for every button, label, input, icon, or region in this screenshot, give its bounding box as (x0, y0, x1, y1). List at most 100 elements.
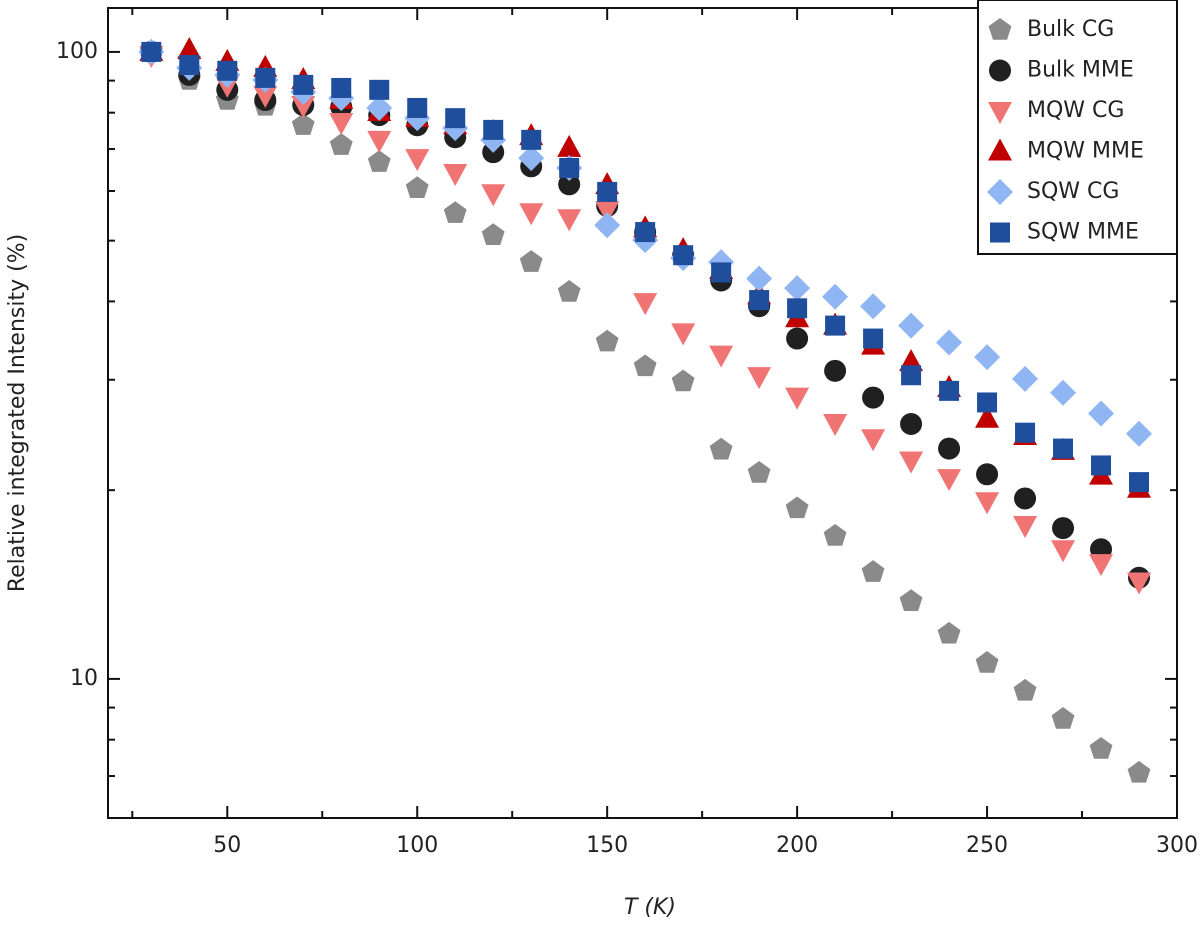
marker (329, 113, 354, 136)
legend-box (977, 0, 1178, 255)
marker (899, 589, 923, 611)
marker (785, 387, 810, 410)
marker (521, 129, 542, 150)
marker (861, 560, 885, 582)
marker (1015, 422, 1036, 443)
marker (519, 250, 543, 272)
legend-label: MQW CG (1027, 98, 1124, 123)
marker (217, 60, 238, 81)
marker (822, 283, 849, 310)
legend-marker (988, 138, 1012, 161)
marker (255, 67, 276, 88)
legend-label: Bulk CG (1027, 17, 1114, 42)
legend-marker (988, 18, 1012, 40)
marker (557, 280, 581, 302)
marker (1052, 517, 1075, 540)
y-axis-label: Relative integrated Intensity (%) (5, 234, 30, 592)
marker (405, 149, 430, 172)
marker (746, 265, 773, 292)
legend-marker (989, 59, 1011, 82)
x-tick-label: 250 (966, 833, 1008, 858)
marker (1089, 737, 1113, 759)
marker (823, 413, 848, 436)
marker (481, 184, 506, 207)
marker (367, 150, 391, 172)
marker (481, 223, 505, 245)
marker (594, 212, 621, 239)
legend-marker (988, 102, 1012, 124)
marker (633, 354, 657, 377)
marker (443, 164, 468, 187)
marker (445, 108, 466, 129)
marker (974, 344, 1001, 371)
marker (557, 209, 582, 232)
legend-marker (990, 222, 1010, 243)
legend-label: Bulk MME (1027, 58, 1134, 83)
marker (711, 262, 732, 283)
marker (975, 492, 1000, 515)
marker (901, 365, 922, 386)
marker (823, 524, 847, 546)
marker (863, 328, 884, 349)
marker (975, 405, 1000, 428)
marker (557, 134, 582, 157)
marker (898, 312, 925, 339)
legend-label: SQW CG (1027, 179, 1119, 204)
x-tick-label: 300 (1156, 833, 1198, 858)
marker (141, 41, 162, 62)
marker (709, 345, 734, 368)
marker (1051, 707, 1075, 729)
marker (331, 77, 352, 98)
marker (291, 95, 316, 118)
marker (1091, 455, 1112, 476)
x-tick-label: 200 (776, 833, 818, 858)
marker (366, 94, 393, 121)
marker (1089, 554, 1114, 577)
marker (862, 386, 885, 409)
marker (635, 222, 656, 243)
marker (900, 413, 923, 436)
marker (369, 79, 390, 100)
marker (786, 327, 809, 350)
marker (367, 130, 392, 153)
marker (749, 290, 770, 311)
x-tick-label: 50 (213, 833, 241, 858)
x-axis-label: T (K) (624, 895, 676, 920)
marker (977, 392, 998, 413)
marker (825, 315, 846, 336)
plot-frame (107, 7, 1178, 819)
marker (595, 329, 619, 352)
marker (899, 451, 924, 474)
marker (747, 367, 772, 390)
legend-marker (987, 179, 1013, 205)
marker (443, 201, 467, 223)
marker (179, 55, 200, 76)
x-tick-label: 150 (586, 833, 628, 858)
marker (1127, 760, 1151, 783)
marker (483, 119, 504, 140)
marker (1051, 540, 1076, 563)
marker (633, 293, 658, 316)
marker (1088, 400, 1115, 427)
y-tick-label: 100 (56, 39, 98, 64)
marker (747, 461, 771, 483)
marker (177, 37, 202, 60)
marker (1013, 515, 1038, 538)
marker (1013, 678, 1037, 701)
marker (518, 145, 545, 172)
legend-label: MQW MME (1027, 139, 1144, 164)
marker (939, 380, 960, 401)
marker (558, 173, 581, 196)
marker (976, 463, 999, 486)
marker (861, 429, 886, 452)
x-tick-label: 100 (396, 833, 438, 858)
marker (597, 181, 618, 202)
marker (1127, 572, 1152, 595)
marker (824, 359, 847, 382)
marker (1014, 487, 1037, 510)
marker (787, 298, 808, 319)
marker (253, 85, 278, 108)
marker (784, 275, 811, 302)
marker (1126, 420, 1153, 447)
